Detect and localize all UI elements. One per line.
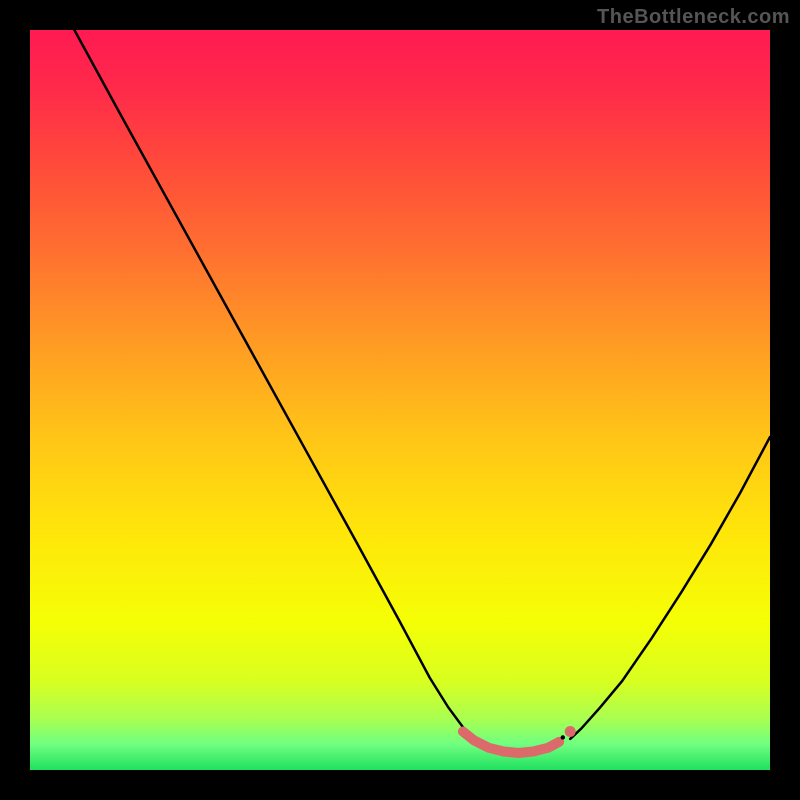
gap-black-marker: [561, 735, 565, 739]
sweet-spot-end-dot: [565, 726, 576, 737]
watermark-text: TheBottleneck.com: [597, 6, 790, 29]
bottleneck-chart: [0, 0, 800, 800]
gradient-background: [30, 30, 770, 770]
stage: TheBottleneck.com: [0, 0, 800, 800]
